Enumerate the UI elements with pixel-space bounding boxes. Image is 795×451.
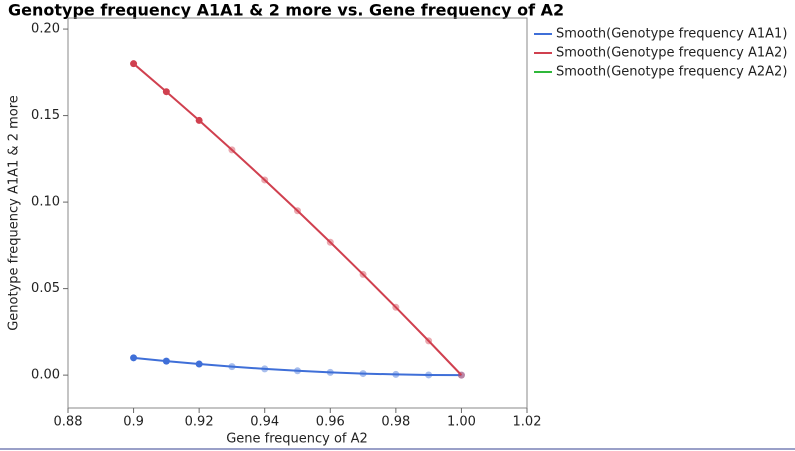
- x-tick-label: 0.9: [123, 415, 144, 430]
- legend-label: Smooth(Genotype frequency A1A1): [556, 27, 787, 42]
- data-point: [228, 146, 236, 154]
- data-point: [425, 337, 433, 345]
- y-tick-label: 0.05: [31, 281, 60, 296]
- y-tick-label: 0.00: [31, 368, 60, 383]
- data-point: [195, 360, 203, 368]
- series-line: [133, 356, 462, 377]
- y-axis-label: Genotype frequency A1A1 & 2 more: [7, 95, 22, 331]
- x-tick-label: 0.88: [54, 415, 83, 430]
- data-point: [228, 363, 236, 371]
- data-point: [130, 60, 138, 68]
- x-tick-label: 0.94: [250, 415, 279, 430]
- data-point: [359, 370, 367, 378]
- chart-title: Genotype frequency A1A1 & 2 more vs. Gen…: [8, 1, 564, 20]
- x-tick-label: 0.98: [381, 415, 410, 430]
- data-point: [294, 207, 301, 215]
- x-tick-label: 1.02: [513, 415, 542, 430]
- data-point: [162, 357, 170, 365]
- data-point: [326, 238, 334, 246]
- x-axis-label: Gene frequency of A2: [226, 432, 368, 447]
- y-tick-label: 0.20: [31, 22, 60, 37]
- y-tick-label: 0.15: [31, 108, 60, 123]
- data-point: [294, 367, 301, 375]
- data-point: [392, 303, 400, 311]
- series-line: [132, 62, 463, 376]
- data-point: [130, 354, 138, 362]
- data-point: [457, 371, 465, 379]
- legend-label: Smooth(Genotype frequency A2A2): [556, 65, 787, 80]
- y-tick-label: 0.10: [31, 195, 60, 210]
- plot-frame: [67, 17, 528, 409]
- data-point: [359, 270, 367, 278]
- data-point: [326, 368, 334, 376]
- data-point: [162, 88, 170, 96]
- plot-area: [130, 60, 465, 379]
- data-point: [425, 371, 433, 379]
- data-point: [261, 176, 269, 184]
- x-tick-label: 1.00: [447, 415, 476, 430]
- legend-label: Smooth(Genotype frequency A1A2): [556, 46, 787, 61]
- data-point: [261, 365, 269, 373]
- data-point: [392, 370, 400, 378]
- x-tick-label: 0.92: [185, 415, 214, 430]
- x-tick-label: 0.96: [316, 415, 345, 430]
- data-point: [195, 116, 203, 124]
